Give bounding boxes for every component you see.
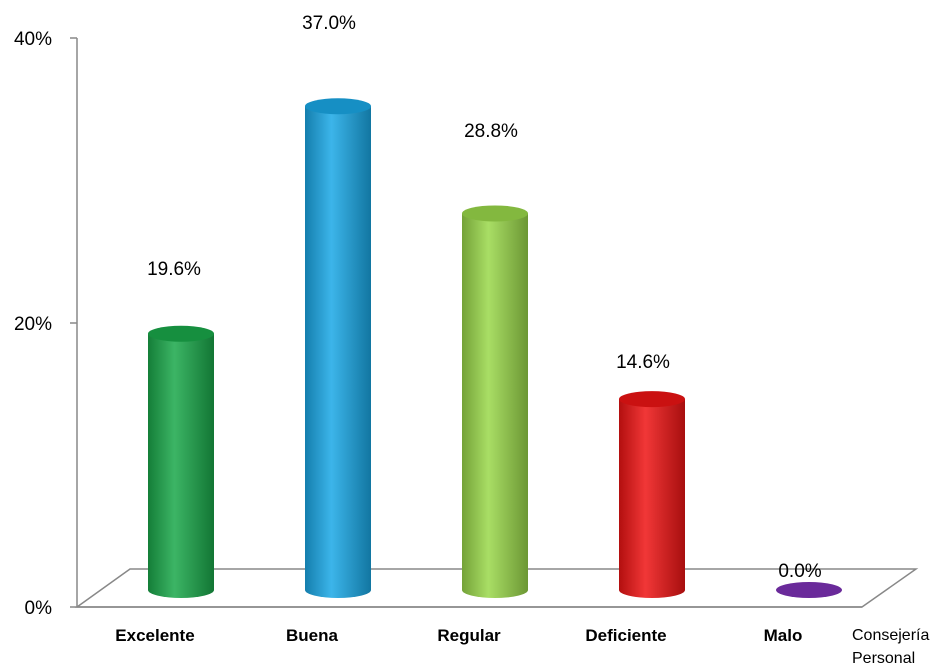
bar-malo	[776, 582, 842, 598]
series-label-line-1: Consejería	[852, 627, 929, 644]
y-tick-label-0: 0%	[25, 598, 53, 619]
bar-body-deficiente	[619, 399, 685, 598]
bar-regular	[462, 205, 528, 598]
bar-top-deficiente	[619, 391, 685, 408]
y-tick-label-20: 20%	[14, 314, 52, 335]
x-category-label-excelente: Excelente	[115, 626, 194, 645]
bar-body-buena	[305, 106, 371, 598]
x-category-label-malo: Malo	[764, 626, 803, 645]
data-label-regular: 28.8%	[464, 121, 518, 142]
bar-top-excelente	[148, 325, 214, 342]
bar-buena	[305, 98, 371, 598]
bar-top-buena	[305, 98, 371, 115]
chart-axes	[70, 37, 919, 608]
bar-body-regular	[462, 213, 528, 598]
data-label-buena: 37.0%	[302, 13, 356, 34]
data-label-deficiente: 14.6%	[616, 352, 670, 373]
series-label-line-2: Personal	[852, 650, 915, 667]
bar-excelente	[148, 325, 214, 598]
x-category-label-buena: Buena	[286, 626, 339, 645]
bar-series	[148, 98, 842, 598]
bar-top-regular	[462, 205, 528, 222]
data-label-excelente: 19.6%	[147, 259, 201, 280]
bar-deficiente	[619, 391, 685, 598]
data-label-malo: 0.0%	[778, 561, 821, 582]
bar-top-malo	[776, 582, 842, 598]
y-tick-label-40: 40%	[14, 29, 52, 50]
x-category-label-deficiente: Deficiente	[585, 626, 666, 645]
bar-body-excelente	[148, 333, 214, 598]
x-category-label-regular: Regular	[437, 626, 501, 645]
